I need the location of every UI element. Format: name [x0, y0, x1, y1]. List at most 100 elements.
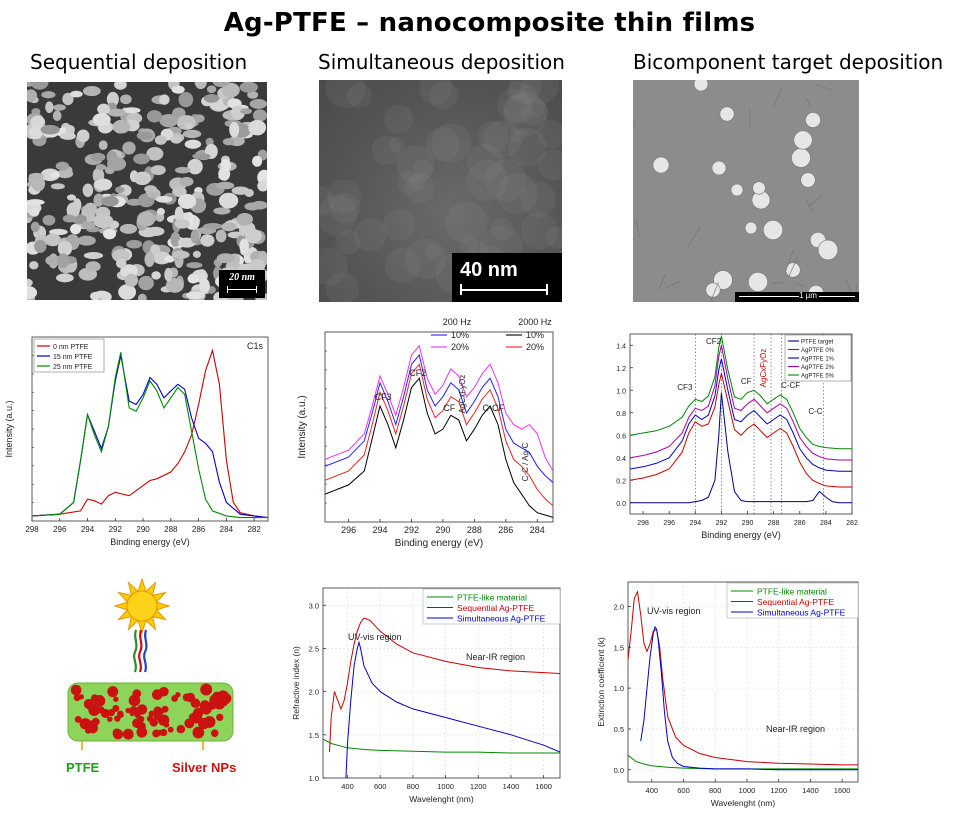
y-tick-label: 0.5 — [614, 725, 624, 734]
silver-nanoparticle — [107, 686, 119, 698]
sem-grain — [93, 193, 104, 207]
silver-nanoparticle — [129, 710, 136, 717]
sem-grain — [45, 101, 54, 114]
sem-grain — [34, 239, 47, 253]
sem-grain — [192, 250, 201, 258]
silver-nanoparticle — [176, 724, 186, 734]
legend-label: 20% — [526, 342, 544, 352]
sem-grain — [172, 186, 187, 198]
sem-blob — [537, 120, 562, 149]
sem-blob — [510, 127, 527, 144]
sem-grain — [50, 171, 60, 178]
sem-grain — [240, 108, 252, 115]
x-tick-label: 292 — [404, 525, 419, 535]
schematic-nanocomposite — [67, 578, 234, 750]
silver-nanoparticle — [125, 707, 131, 714]
sem-grain — [53, 104, 66, 111]
chart-xps-sequential: 298 296 294 292 290 288 286 284 282 Binding energ… — [4, 336, 269, 547]
sem-grain — [67, 202, 80, 218]
y-tick-label: 2.0 — [309, 688, 319, 697]
sem-grain — [98, 140, 108, 151]
sem-blob — [466, 143, 504, 181]
sem-grain — [94, 178, 113, 191]
x-tick-label: 1400 — [503, 782, 520, 791]
y-tick-label: 1.4 — [616, 343, 626, 350]
sem-blob — [545, 226, 562, 250]
column-heading-simultaneous: Simultaneous deposition — [318, 50, 565, 74]
legend-label: AgPTFE 0% — [801, 348, 835, 354]
silver-nanoparticle — [210, 729, 219, 737]
sem-grain — [124, 273, 139, 287]
legend-label: 25 nm PTFE — [53, 364, 93, 371]
sem-particle — [785, 262, 801, 278]
x-tick-label: 290 — [136, 525, 150, 534]
sem-grain — [174, 166, 191, 174]
sem-grain — [50, 183, 65, 190]
sem-grain — [171, 85, 185, 94]
series-line-1 — [329, 617, 560, 753]
x-tick-label: 288 — [164, 525, 178, 534]
sem-image-bicomponent: 1 µm — [633, 80, 859, 302]
y-tick-label: 1.0 — [309, 774, 319, 783]
sem-grain — [137, 293, 147, 300]
sun-icon — [113, 578, 171, 635]
peak-label-cf: CF — [741, 377, 752, 386]
sem-grain — [187, 158, 203, 175]
sem-grain — [133, 153, 150, 165]
sem-grain — [144, 251, 155, 267]
sem-grain — [95, 164, 107, 171]
sem-grain — [247, 91, 259, 99]
sem-blob — [319, 247, 348, 286]
peak-label-cf2: CF2 — [409, 368, 426, 378]
sem-grain — [27, 89, 38, 103]
silver-nanoparticle — [163, 721, 170, 728]
sem-crack — [771, 282, 786, 284]
sem-grain — [257, 180, 267, 192]
sem-grain — [31, 175, 46, 192]
silver-nanoparticle — [153, 706, 163, 716]
peak-label-cc: C-C — [808, 407, 822, 416]
peak-label-cf3: CF3 — [677, 383, 693, 392]
sem-grain — [83, 252, 104, 260]
sem-grain — [62, 214, 76, 223]
sem-grain — [159, 94, 170, 105]
sem-grain — [30, 115, 46, 129]
sem-grain — [69, 90, 83, 98]
scale-bar-box-simultaneous: 40 nm — [452, 253, 562, 302]
peak-label-cc-agc: C-C / Ag-C — [521, 442, 530, 481]
sem-grain — [70, 223, 81, 235]
sem-crack — [710, 282, 719, 302]
chart-refractive-index: 400 600 800 1000 1200 1400 1600 1.0 1.5 2.0 2.5 3.0… — [291, 587, 561, 804]
x-tick-label: 800 — [709, 786, 722, 795]
sem-grain — [146, 110, 163, 123]
sem-grain — [164, 255, 175, 263]
sem-grain — [28, 125, 44, 140]
sem-grain — [27, 199, 45, 206]
silver-nanoparticle — [107, 709, 115, 717]
page-title: Ag-PTFE – nanocomposite thin films — [223, 8, 756, 38]
sem-grain — [40, 168, 60, 182]
x-tick-label: 1400 — [802, 786, 819, 795]
scale-bar-box-sequential: 20 nm — [219, 270, 265, 298]
sem-grain — [239, 238, 249, 254]
sem-grain — [150, 165, 166, 176]
sem-grain — [229, 121, 240, 138]
series-line-0 — [630, 392, 852, 504]
x-tick-label: 290 — [435, 525, 450, 535]
sem-grain — [55, 161, 70, 171]
sem-grain — [65, 124, 75, 135]
sem-crack — [806, 98, 811, 107]
sem-blob — [335, 229, 361, 255]
x-tick-label: 298 — [25, 525, 39, 534]
sem-grain — [112, 119, 131, 134]
y-tick-label: 1.5 — [309, 731, 319, 740]
sem-grain — [199, 278, 210, 294]
sem-grain — [174, 219, 190, 229]
sem-grain — [52, 110, 62, 122]
sem-grain — [251, 155, 263, 167]
y-tick-label: 0.6 — [616, 433, 626, 440]
sem-particle — [817, 239, 839, 261]
sem-grain — [222, 138, 235, 146]
sem-grain — [200, 234, 215, 247]
legend-label: PTFE target — [801, 340, 834, 346]
